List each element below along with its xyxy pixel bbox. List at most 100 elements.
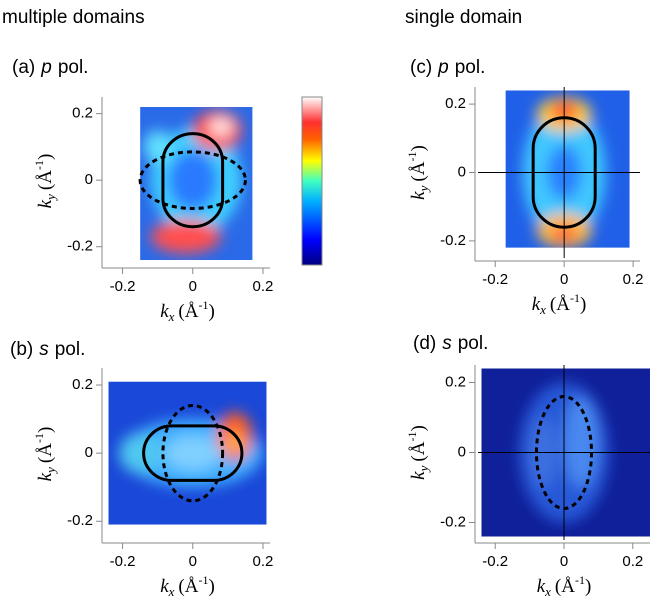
contour — [531, 116, 597, 229]
axis-exponent: -1 — [405, 432, 419, 442]
y-axis-label: ky (Å-1) — [32, 427, 58, 482]
axis-subscript: y — [43, 467, 58, 475]
y-axis-label: ky (Å-1) — [405, 145, 431, 200]
axis-close: ) — [580, 294, 586, 315]
panel-suffix: pol. — [55, 339, 86, 360]
panel: -0.2 0 0.2-0.200.2kx (Å-1)ky(Å-1)(c) p pol. — [405, 57, 644, 317]
axis-subscript: x — [168, 584, 175, 599]
panel-letter: (b) — [10, 339, 33, 360]
panel-label: (b) s pol. — [10, 339, 85, 360]
panel-label: (a) p pol. — [12, 57, 88, 78]
axis-subscript: x — [168, 309, 175, 324]
x-axis-label: kx (Å-1) — [532, 291, 587, 317]
axis-close: ) — [585, 576, 591, 597]
axis-symbol: k — [408, 191, 429, 200]
axis-subscript: y — [43, 194, 58, 202]
axis-symbol: k — [160, 576, 169, 597]
y-axis-label: ky (Å-1) — [32, 154, 58, 209]
axis-exponent: -1 — [32, 433, 46, 443]
contour — [161, 403, 225, 503]
polarization: p — [437, 57, 449, 78]
panel-label: (c) p pol. — [410, 57, 485, 78]
contour — [142, 424, 244, 482]
axis-unit: (Å — [178, 576, 198, 597]
panel-suffix: pol. — [455, 57, 486, 78]
x-axis-label: kx (Å-1) — [160, 298, 215, 324]
y-tick-label: 0.2 — [72, 105, 93, 122]
heatmap — [140, 106, 253, 261]
x-tick-label: -0.2 — [482, 271, 508, 288]
axis-symbol: k — [537, 576, 546, 597]
y-tick-label: -0.2 — [440, 232, 466, 249]
x-axis-label: kx (Å-1) — [160, 573, 215, 599]
y-tick-label: 0.2 — [445, 95, 466, 112]
axis-unit: (Å — [35, 443, 56, 463]
x-tick-label: -0.2 — [110, 553, 136, 570]
y-tick-label: 0.2 — [72, 376, 93, 393]
y-tick-label: -0.2 — [440, 513, 466, 530]
axis-close: ) — [208, 576, 214, 597]
panel: -0.2 0 0.2-0.200.2kx (Å-1)ky(Å-1)(d) s pol. — [405, 333, 650, 599]
y-tick-label: 0 — [85, 444, 93, 461]
panel: -0.2 0 0.2-0.200.2kx (Å-1)ky(Å-1)(a) p pol. — [12, 57, 323, 324]
axis-subscript: y — [416, 185, 431, 193]
axis-symbol: k — [408, 471, 429, 480]
contour — [534, 395, 594, 510]
axis-unit: (Å — [35, 170, 56, 190]
intensity-blob — [208, 116, 234, 137]
axis-exponent: -1 — [405, 152, 419, 162]
x-tick-label: 0 — [560, 553, 568, 570]
panel-suffix: pol. — [458, 333, 489, 354]
polarization: p — [40, 57, 52, 78]
axis-symbol: k — [35, 199, 56, 208]
panel-label: (d) s pol. — [413, 333, 488, 354]
axis-close: ) — [208, 301, 214, 322]
panel-letter: (a) — [12, 57, 35, 78]
axis-close: ) — [35, 154, 56, 160]
x-axis-label: kx (Å-1) — [537, 573, 592, 599]
axis-unit: (Å — [178, 301, 198, 322]
axis-symbol: k — [35, 472, 56, 481]
y-tick-label: 0 — [458, 163, 466, 180]
x-tick-label: 0 — [560, 271, 568, 288]
intensity-blob — [226, 432, 244, 454]
axis-symbol: k — [160, 301, 169, 322]
intensity-blob — [164, 436, 221, 471]
axis-exponent: -1 — [32, 160, 46, 170]
axis-exponent: -1 — [198, 573, 208, 587]
y-tick-label: -0.2 — [67, 238, 93, 255]
axis-exponent: -1 — [575, 573, 585, 587]
axis-subscript: x — [539, 302, 546, 317]
y-axis-label: ky (Å-1) — [405, 425, 431, 480]
colorbar — [301, 96, 323, 266]
axis-close: ) — [408, 425, 429, 431]
axis-unit: (Å — [408, 161, 429, 181]
axis-exponent: -1 — [198, 298, 208, 312]
axis-unit: (Å — [555, 576, 575, 597]
axis-symbol: k — [532, 294, 541, 315]
axis-unit: (Å — [550, 294, 570, 315]
contour — [138, 150, 247, 210]
y-tick-label: 0.2 — [445, 373, 466, 390]
axis-exponent: -1 — [570, 291, 580, 305]
axis-unit: (Å — [408, 441, 429, 461]
axis-close: ) — [408, 145, 429, 151]
panel-letter: (c) — [410, 57, 432, 78]
heading: single domain — [405, 7, 522, 28]
axis-close: ) — [35, 427, 56, 433]
x-tick-label: 0.2 — [623, 271, 644, 288]
axis-subscript: y — [416, 465, 431, 473]
x-tick-label: 0 — [189, 553, 197, 570]
heatmap — [505, 90, 630, 248]
y-tick-label: 0 — [458, 443, 466, 460]
contour — [161, 132, 225, 229]
x-tick-label: 0.2 — [622, 553, 643, 570]
panel: -0.2 0 0.2-0.200.2kx (Å-1)ky(Å-1)(b) s pol. — [10, 339, 273, 599]
axis-subscript: x — [544, 584, 551, 599]
x-tick-label: -0.2 — [110, 278, 136, 295]
intensity-blob — [168, 150, 218, 211]
x-tick-label: 0 — [189, 278, 197, 295]
panel-suffix: pol. — [58, 57, 89, 78]
polarization: s — [442, 333, 452, 354]
